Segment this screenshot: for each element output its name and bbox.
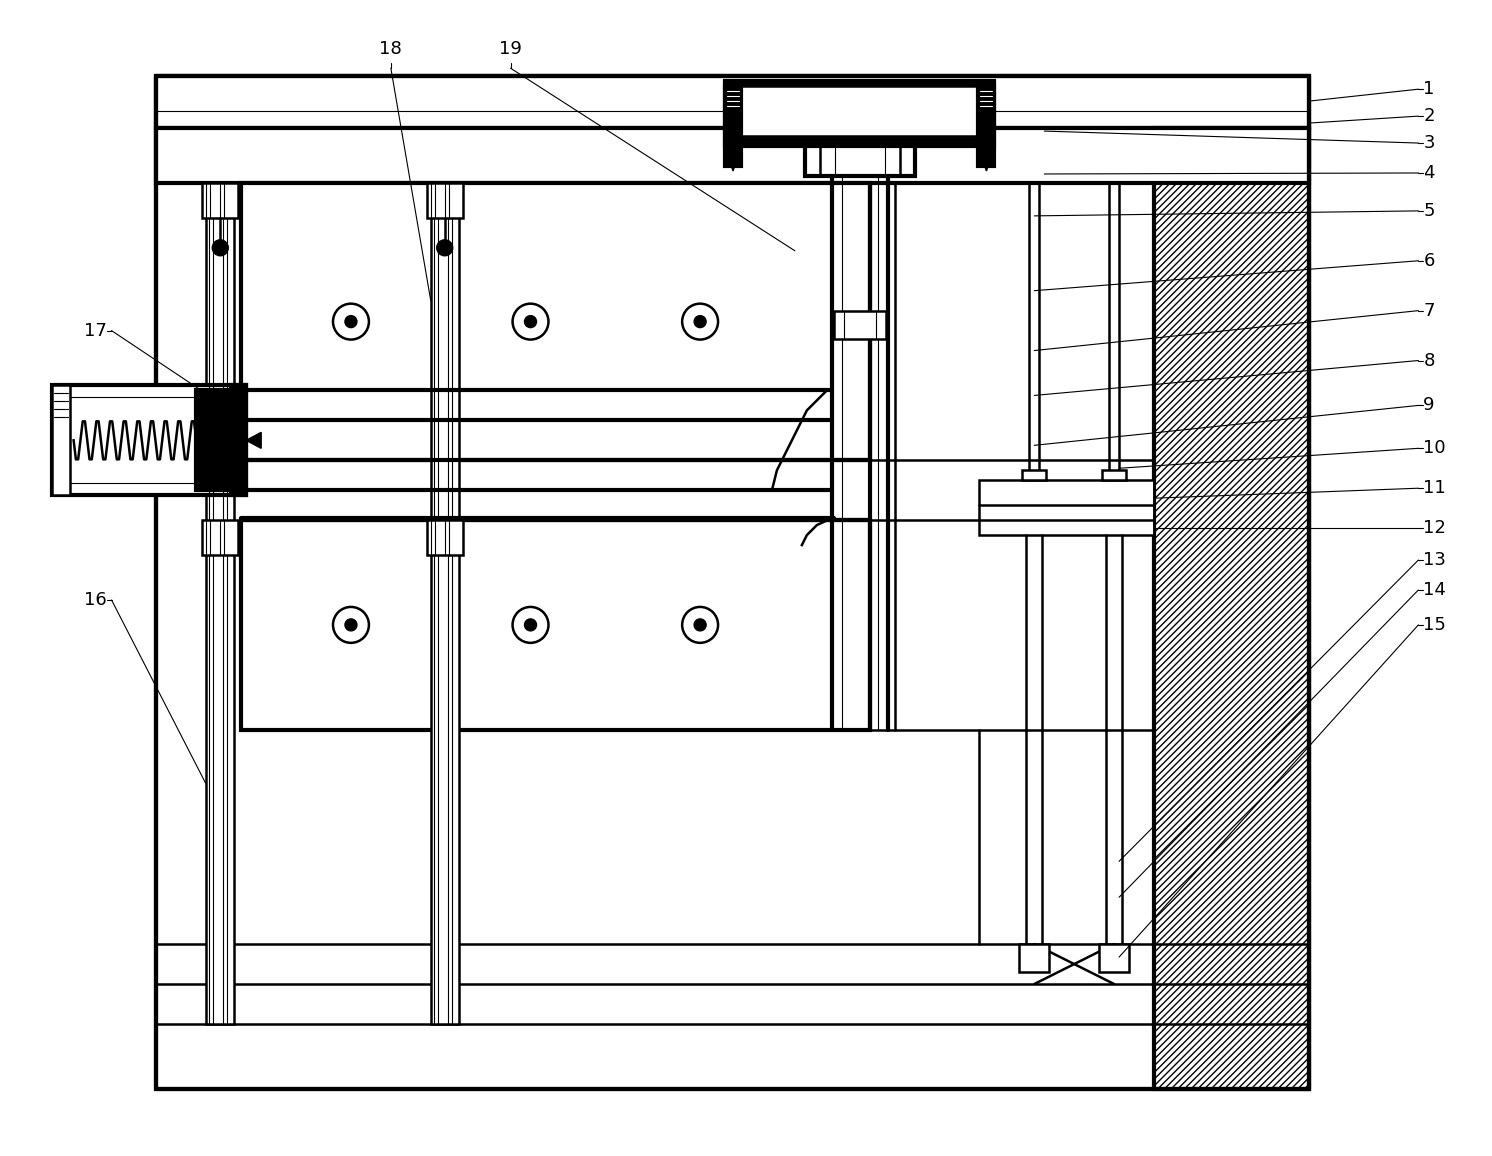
Bar (979, 480, 1153, 535)
Polygon shape (246, 432, 261, 449)
Bar (1153, 128, 1308, 1089)
Bar (157, 76, 1308, 1089)
Text: 17: 17 (84, 321, 106, 340)
Bar (242, 183, 870, 460)
Bar (725, 87, 742, 166)
Bar (1022, 470, 1046, 480)
Text: 14: 14 (1423, 581, 1446, 599)
Circle shape (525, 618, 537, 631)
Text: 2: 2 (1423, 108, 1435, 125)
Bar (197, 391, 236, 490)
Bar (157, 76, 1308, 128)
Bar (52, 385, 246, 495)
Bar (203, 520, 239, 555)
Circle shape (212, 239, 228, 255)
Text: 3: 3 (1423, 134, 1435, 153)
Bar (157, 128, 1308, 183)
Circle shape (437, 239, 452, 255)
Text: 9: 9 (1423, 397, 1435, 414)
Bar (242, 520, 870, 729)
Text: 15: 15 (1423, 616, 1446, 633)
Bar (52, 385, 70, 495)
Bar (979, 87, 994, 166)
Bar (1100, 944, 1129, 972)
Text: 12: 12 (1423, 519, 1446, 538)
Bar (206, 183, 234, 1024)
Bar (725, 81, 994, 146)
Text: 5: 5 (1423, 202, 1435, 220)
Bar (737, 87, 982, 136)
Text: 4: 4 (1423, 164, 1435, 181)
Polygon shape (982, 156, 991, 171)
Bar (804, 146, 915, 176)
Text: 1: 1 (1423, 80, 1435, 98)
Text: 7: 7 (1423, 302, 1435, 320)
Circle shape (345, 618, 357, 631)
Bar (1103, 470, 1126, 480)
Bar (431, 183, 458, 1024)
Bar (427, 183, 463, 217)
Circle shape (345, 316, 357, 327)
Bar (427, 520, 463, 555)
Text: 8: 8 (1423, 351, 1435, 370)
Bar (1019, 944, 1049, 972)
Text: 13: 13 (1423, 551, 1446, 569)
Text: 11: 11 (1423, 480, 1446, 497)
Bar (231, 385, 246, 495)
Bar (737, 87, 982, 136)
Text: 19: 19 (500, 40, 522, 58)
Text: 6: 6 (1423, 252, 1435, 269)
Bar (834, 311, 886, 339)
Circle shape (694, 618, 706, 631)
Polygon shape (728, 156, 739, 171)
Text: 18: 18 (379, 40, 403, 58)
Text: 16: 16 (84, 591, 106, 609)
Bar (203, 183, 239, 217)
Circle shape (525, 316, 537, 327)
Text: 10: 10 (1423, 439, 1446, 458)
Circle shape (694, 316, 706, 327)
